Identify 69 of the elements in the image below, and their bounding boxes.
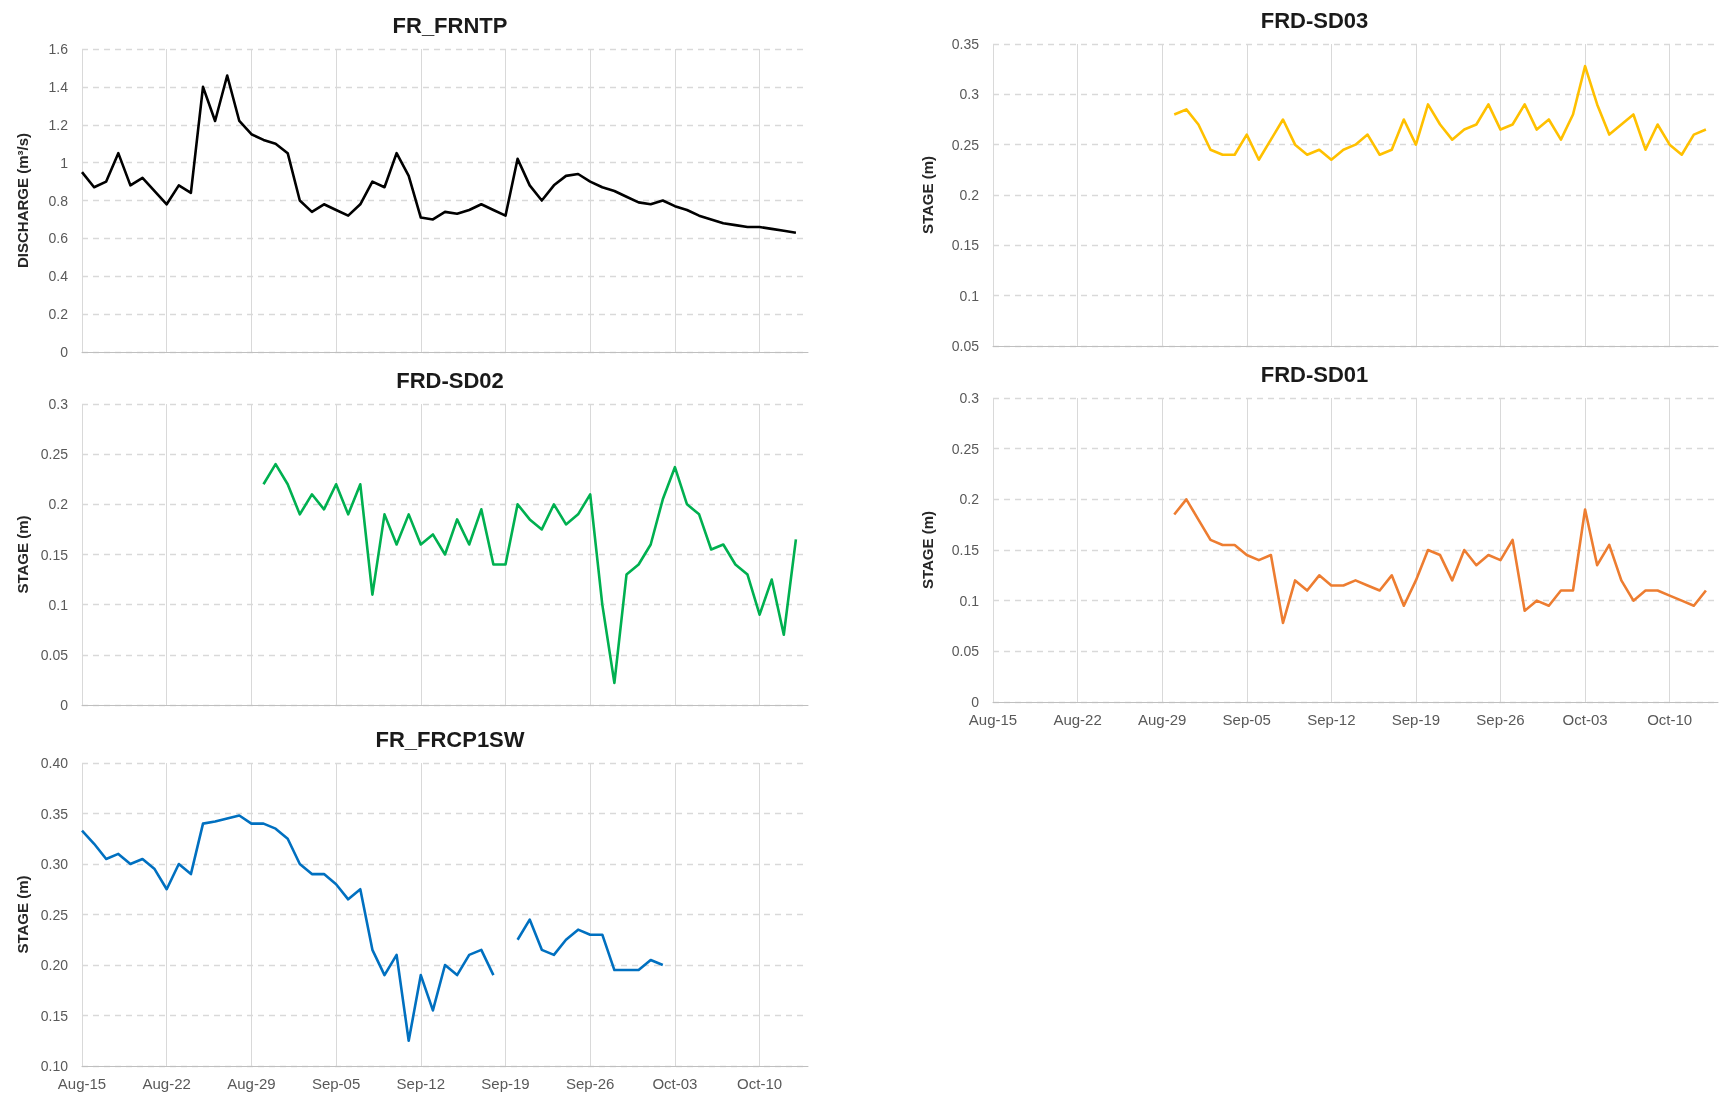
y-tick-label: 0.1	[959, 592, 980, 609]
y-tick-label: 0.40	[40, 755, 69, 771]
y-axis-title: DISCHARGE (m³/s)	[14, 132, 31, 269]
y-tick-label: 0.25	[951, 440, 980, 457]
y-axis-title: STAGE (m)	[13, 875, 31, 954]
y-tick-label: 0.35	[40, 805, 69, 822]
y-tick-label: 0.15	[40, 1007, 69, 1024]
y-tick-label: 0.4	[48, 268, 69, 285]
y-tick-label: 0.15	[951, 542, 980, 558]
y-tick-label: 0.10	[40, 1058, 69, 1074]
y-tick-label: 0.15	[40, 546, 69, 563]
y-tick-label: 1.2	[48, 116, 69, 133]
x-tick-label: Sep-05	[1222, 711, 1271, 728]
y-tick-label: 0.2	[48, 306, 69, 323]
y-tick-label: 0.8	[48, 192, 69, 209]
y-tick-label: 0.25	[951, 136, 980, 153]
y-axis-title: STAGE (m)	[919, 155, 936, 235]
y-tick-label: 0.25	[40, 906, 69, 923]
x-tick-label: Oct-03	[1562, 711, 1608, 728]
y-tick-label: 0.1	[959, 287, 980, 304]
y-tick-label: 0.15	[951, 237, 980, 254]
line-series	[262, 462, 798, 685]
y-tick-label: 0.05	[951, 643, 980, 660]
x-tick-label: Sep-12	[1307, 711, 1356, 728]
y-tick-label: 1.6	[48, 41, 69, 57]
line-series	[1172, 498, 1708, 625]
x-tick-label: Sep-19	[1391, 711, 1441, 728]
y-tick-label: 0.3	[959, 390, 980, 406]
chart-title: FR_FRNTP	[392, 12, 508, 38]
y-tick-label: 1	[60, 154, 69, 171]
y-tick-label: 0	[971, 694, 980, 710]
chart-title: FR_FRCP1SW	[375, 726, 525, 752]
y-tick-label: 0.2	[959, 491, 980, 508]
y-tick-label: 0	[60, 697, 69, 713]
y-tick-label: 0.6	[48, 230, 69, 247]
x-tick-label: Sep-19	[481, 1075, 530, 1092]
x-tick-label: Aug-29	[227, 1075, 276, 1092]
x-tick-label: Sep-12	[396, 1075, 445, 1092]
y-tick-label: 0.30	[40, 856, 69, 872]
x-tick-label: Aug-29	[1137, 711, 1187, 728]
x-tick-label: Sep-26	[566, 1075, 615, 1092]
y-axis-title: STAGE (m)	[919, 510, 936, 590]
x-tick-label: Oct-10	[1647, 711, 1693, 728]
y-tick-label: 0.3	[959, 86, 980, 103]
line-series	[1172, 64, 1708, 162]
x-tick-label: Aug-15	[57, 1075, 107, 1092]
y-axis-title: STAGE (m)	[13, 515, 31, 594]
chart-title: FRD-SD02	[396, 367, 504, 393]
chart-title: FRD-SD03	[1260, 7, 1369, 33]
x-tick-label: Sep-26	[1476, 711, 1525, 728]
x-tick-label: Oct-10	[737, 1075, 783, 1092]
y-tick-label: 0.05	[40, 646, 69, 663]
x-tick-label: Sep-05	[311, 1075, 361, 1092]
x-tick-label: Oct-03	[652, 1075, 698, 1092]
chart-title: FRD-SD01	[1260, 361, 1369, 387]
x-tick-label: Aug-22	[142, 1075, 191, 1092]
x-tick-label: Aug-15	[968, 711, 1018, 728]
x-tick-label: Aug-22	[1053, 711, 1102, 728]
y-tick-label: 0.20	[40, 957, 69, 973]
y-tick-label: 0.25	[40, 446, 69, 463]
y-tick-label: 0.35	[951, 36, 980, 52]
line-series	[80, 74, 798, 234]
y-tick-label: 0.2	[48, 496, 69, 513]
y-tick-label: 0.05	[951, 338, 980, 354]
y-tick-label: 0	[60, 344, 69, 360]
y-tick-label: 0.3	[48, 396, 69, 412]
y-tick-label: 0.2	[959, 187, 980, 203]
y-tick-label: 0.1	[48, 596, 69, 613]
y-tick-label: 1.4	[48, 78, 69, 95]
